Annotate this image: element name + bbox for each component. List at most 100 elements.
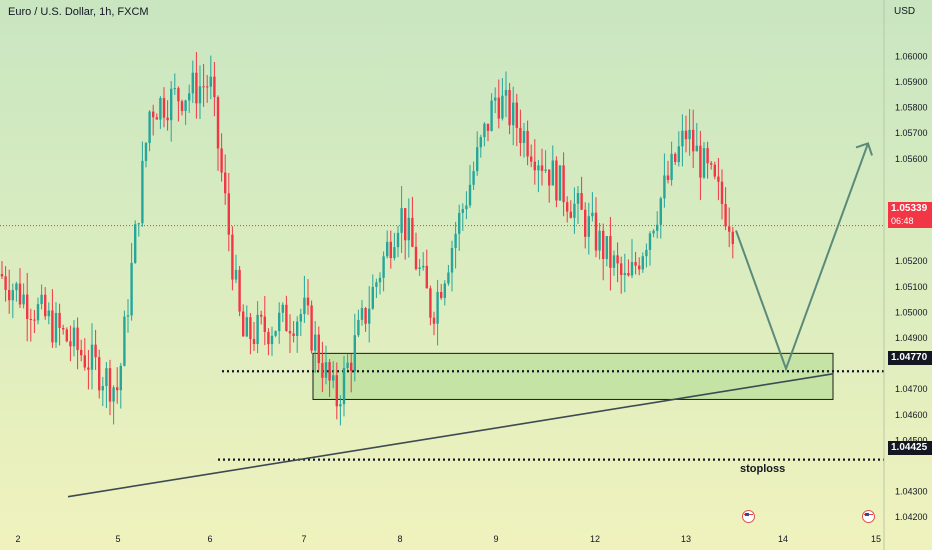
candle-body	[11, 290, 14, 301]
candle-body	[26, 294, 29, 319]
candle-body	[216, 97, 220, 149]
candle-body	[159, 98, 162, 120]
candle-body	[558, 165, 562, 201]
candle-body	[339, 404, 342, 407]
demand-zone[interactable]	[312, 352, 834, 400]
candle-body	[249, 317, 252, 340]
candle-body	[706, 148, 709, 164]
candle-body	[652, 230, 655, 234]
candle-body	[119, 365, 122, 391]
candle-body	[8, 289, 11, 301]
candle-body	[350, 362, 353, 372]
candle-body	[656, 224, 659, 231]
candle-body	[98, 357, 101, 391]
economic-event-flag-icon[interactable]	[742, 510, 755, 523]
candle-body	[173, 88, 176, 90]
candle-body	[522, 130, 526, 144]
candle-body	[170, 88, 173, 121]
candle-body	[342, 368, 346, 405]
candle-body	[566, 202, 569, 212]
candle-body	[490, 100, 493, 131]
candle-body	[213, 76, 216, 98]
time-axis[interactable]: 2 5 6 7 8 9 12 13 14 15	[15, 534, 881, 544]
candle-body	[137, 223, 140, 225]
candle-body	[389, 241, 392, 259]
price-axis[interactable]: 1.060001.059001.058001.057001.056001.054…	[883, 0, 928, 550]
candle-body	[515, 102, 518, 128]
candle-body	[62, 327, 65, 330]
candle-body	[400, 208, 403, 233]
candle-body	[123, 316, 126, 366]
candle-body	[476, 147, 479, 172]
candle-body	[332, 375, 335, 381]
candle-body	[15, 283, 18, 291]
candle-body	[544, 169, 547, 171]
candle-body	[296, 321, 299, 336]
candle-body	[454, 233, 457, 248]
trendlines[interactable]	[67, 142, 873, 498]
candle-body	[440, 292, 443, 298]
current-price-tag: 1.05339 06:48	[888, 202, 932, 228]
candle-body	[479, 137, 482, 148]
y-tick-label: 1.05000	[895, 307, 928, 317]
candle-body	[184, 100, 187, 112]
candle-body	[234, 269, 238, 280]
candle-body	[674, 153, 677, 163]
candle-body	[105, 368, 108, 387]
economic-event-flag-icon[interactable]	[862, 510, 875, 523]
candle-body	[731, 231, 734, 245]
candle-body	[40, 294, 43, 305]
levels[interactable]	[0, 225, 884, 461]
candle-body	[465, 205, 468, 210]
candle-body	[18, 283, 22, 305]
candle-body	[306, 297, 310, 306]
y-tick-label: 1.04200	[895, 512, 928, 522]
candle-body	[155, 117, 158, 120]
candle-body	[602, 230, 605, 259]
x-tick-label: 2	[15, 534, 20, 544]
candle-body	[634, 262, 637, 266]
candle-body	[101, 386, 104, 391]
candle-body	[195, 72, 198, 104]
candle-body	[494, 97, 497, 101]
candle-body	[461, 209, 464, 213]
candle-body	[605, 236, 608, 259]
candle-body	[238, 269, 241, 312]
candle-body	[0, 274, 4, 277]
projection-arrowhead	[855, 142, 873, 156]
candles	[0, 51, 734, 426]
candle-body	[641, 256, 644, 270]
candle-body	[317, 334, 320, 364]
candle-body	[540, 165, 544, 171]
candle-body	[425, 265, 428, 289]
candle-body	[209, 76, 212, 87]
candle-body	[83, 355, 86, 368]
candle-body	[188, 93, 191, 101]
candle-body	[486, 123, 490, 131]
candle-body	[627, 273, 630, 276]
candle-body	[501, 95, 504, 119]
candle-body	[616, 255, 619, 264]
candle-body	[443, 283, 446, 298]
candle-body	[530, 156, 533, 162]
candle-body	[720, 181, 724, 204]
y-tick-label: 1.05200	[895, 256, 928, 266]
candle-body	[166, 117, 169, 121]
candle-body	[648, 233, 652, 250]
candle-body	[411, 217, 414, 247]
candle-body	[278, 312, 281, 332]
candle-body	[353, 335, 356, 372]
demand-zone-rect	[312, 352, 834, 400]
candle-body	[263, 316, 266, 332]
candle-body	[519, 127, 522, 144]
candle-body	[44, 294, 47, 317]
y-tick-label: 1.05700	[895, 128, 928, 138]
candle-body	[112, 387, 115, 402]
candle-body	[576, 193, 580, 204]
candle-body	[108, 368, 112, 402]
projection-path	[735, 143, 869, 372]
candle-body	[594, 212, 598, 251]
x-tick-label: 14	[778, 534, 788, 544]
